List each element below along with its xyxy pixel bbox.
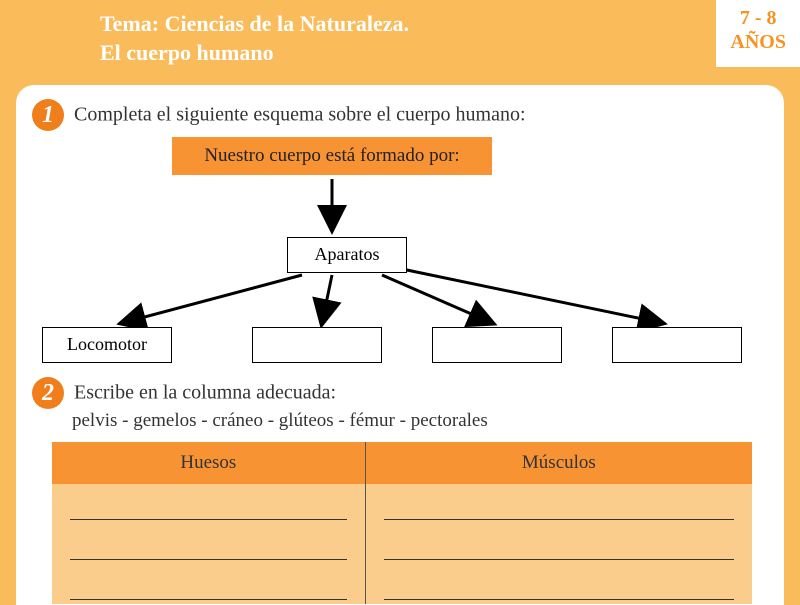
table-row: [52, 524, 752, 564]
col-musculos: Músculos: [365, 442, 752, 484]
q1-number: 1: [32, 99, 64, 131]
age-label: AÑOS: [730, 30, 786, 54]
diagram-leaf-4[interactable]: [612, 327, 742, 363]
q2-table: Huesos Músculos: [52, 442, 752, 604]
cell-musculos[interactable]: [365, 524, 752, 564]
age-badge: 7 - 8 AÑOS: [716, 0, 800, 67]
diagram-root: Nuestro cuerpo está formado por:: [172, 137, 492, 175]
header-title: Tema: Ciencias de la Naturaleza. El cuer…: [100, 10, 716, 67]
title-line1: Tema: Ciencias de la Naturaleza.: [100, 10, 716, 39]
q2-number: 2: [32, 377, 64, 409]
q2-prompt-l1: Escribe en la columna adecuada:: [74, 382, 336, 404]
table-header-row: Huesos Músculos: [52, 442, 752, 484]
q1-diagram: Nuestro cuerpo está formado por: Aparato…: [32, 137, 768, 377]
diagram-leaf-1[interactable]: Locomotor: [42, 327, 172, 363]
diagram-leaf-3[interactable]: [432, 327, 562, 363]
title-line2: El cuerpo humano: [100, 39, 716, 68]
cell-huesos[interactable]: [52, 564, 365, 604]
table-row: [52, 564, 752, 604]
worksheet-header: Tema: Ciencias de la Naturaleza. El cuer…: [0, 0, 800, 85]
cell-huesos[interactable]: [52, 484, 365, 524]
col-huesos: Huesos: [52, 442, 365, 484]
worksheet-sheet: 1 Completa el siguiente esquema sobre el…: [16, 85, 784, 605]
diagram-mid-node: Aparatos: [287, 237, 407, 273]
question-2: 2 Escribe en la columna adecuada: pelvis…: [32, 377, 768, 604]
q2-prompt-l2: pelvis - gemelos - cráneo - glúteos - fé…: [72, 409, 768, 434]
cell-musculos[interactable]: [365, 564, 752, 604]
q1-prompt: Completa el siguiente esquema sobre el c…: [74, 104, 526, 126]
question-1: 1 Completa el siguiente esquema sobre el…: [32, 99, 768, 377]
age-range: 7 - 8: [730, 6, 786, 30]
cell-musculos[interactable]: [365, 484, 752, 524]
table-row: [52, 484, 752, 524]
cell-huesos[interactable]: [52, 524, 365, 564]
diagram-leaf-2[interactable]: [252, 327, 382, 363]
